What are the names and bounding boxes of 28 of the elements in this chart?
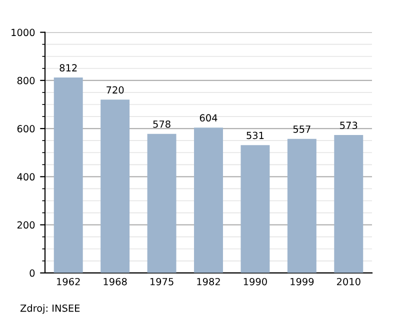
x-tick-label: 1990 bbox=[244, 278, 267, 286]
bar bbox=[147, 134, 176, 273]
bar bbox=[287, 138, 316, 273]
bar bbox=[240, 145, 270, 273]
data-label: 573 bbox=[340, 122, 358, 129]
data-label: 604 bbox=[200, 114, 218, 122]
x-tick-label: 2010 bbox=[336, 278, 360, 286]
data-label: 812 bbox=[60, 64, 77, 72]
y-tick-label: 0 bbox=[30, 269, 35, 277]
y-tick-label: 400 bbox=[17, 173, 35, 181]
x-tick-label: 1975 bbox=[150, 278, 174, 286]
x-tick-label: 1962 bbox=[57, 278, 80, 286]
bar bbox=[334, 135, 364, 273]
y-tick-label: 600 bbox=[17, 125, 35, 132]
x-tick-label: 1982 bbox=[197, 278, 220, 286]
data-label: 531 bbox=[246, 132, 264, 140]
data-label: 557 bbox=[293, 126, 310, 133]
text: Zdroj: INSEE bbox=[20, 304, 80, 314]
y-tick-label: 200 bbox=[17, 221, 35, 229]
bar bbox=[54, 78, 83, 273]
bar bbox=[100, 100, 130, 273]
y-tick-label: 800 bbox=[17, 76, 35, 84]
bar bbox=[194, 128, 223, 273]
y-tick-label: 1000 bbox=[12, 28, 35, 36]
x-tick-label: 1999 bbox=[290, 278, 314, 286]
data-label: 720 bbox=[106, 86, 124, 94]
data-label: 578 bbox=[153, 120, 170, 128]
x-tick-label: 1968 bbox=[104, 278, 127, 286]
